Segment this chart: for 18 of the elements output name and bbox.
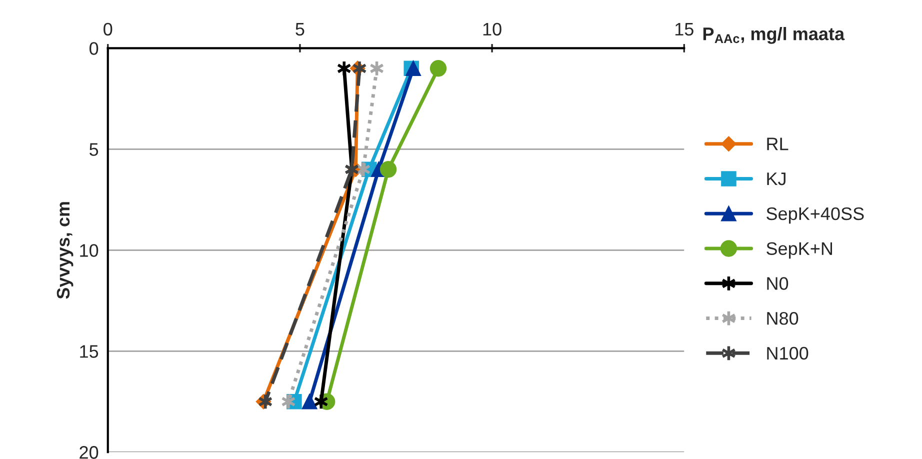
- legend-label: SepK+N: [766, 242, 832, 259]
- x-tick-label: 0: [104, 22, 112, 36]
- y-tick-label: 20: [80, 446, 98, 459]
- legend-label: N100: [767, 346, 808, 360]
- legend-label: N80: [767, 312, 798, 325]
- legend-label: RL: [767, 138, 788, 150]
- y-tick-label: 15: [80, 345, 98, 358]
- y-axis-title: Syvyys, cm: [56, 202, 74, 299]
- y-tick-label: 10: [80, 244, 98, 257]
- y-tick-label: 5: [90, 143, 98, 156]
- x-tick-label: 10: [483, 22, 502, 36]
- y-tick-label: 0: [90, 42, 98, 55]
- legend-label: KJ: [767, 172, 786, 186]
- legend-label: N0: [767, 277, 788, 290]
- legend-label: SepK+40SS: [766, 207, 864, 224]
- x-tick-label: 15: [675, 23, 694, 36]
- x-axis-title: P$_{AAc}$, mg/l maata: [703, 27, 845, 44]
- x-tick-label: 5: [296, 23, 304, 36]
